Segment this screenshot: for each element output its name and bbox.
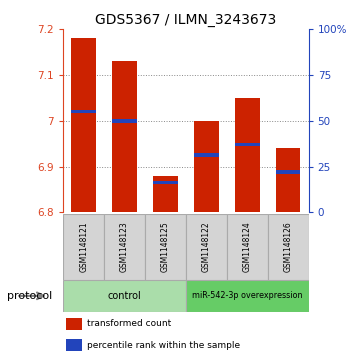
- FancyBboxPatch shape: [63, 280, 186, 312]
- Bar: [112, 119, 137, 123]
- Bar: [66, 318, 82, 330]
- Bar: [235, 143, 260, 146]
- FancyBboxPatch shape: [63, 214, 104, 280]
- Text: miR-542-3p overexpression: miR-542-3p overexpression: [192, 291, 303, 300]
- Bar: [153, 181, 178, 184]
- Bar: [66, 339, 82, 351]
- Bar: [276, 148, 300, 212]
- Bar: [112, 61, 137, 212]
- Text: control: control: [108, 291, 142, 301]
- FancyBboxPatch shape: [186, 214, 227, 280]
- Text: protocol: protocol: [7, 291, 52, 301]
- Text: transformed count: transformed count: [87, 319, 171, 329]
- Bar: [71, 110, 96, 113]
- Text: GSM1148124: GSM1148124: [243, 221, 252, 272]
- Bar: [276, 170, 300, 174]
- Text: GSM1148126: GSM1148126: [284, 221, 293, 272]
- FancyBboxPatch shape: [227, 214, 268, 280]
- FancyBboxPatch shape: [268, 214, 309, 280]
- Bar: [235, 98, 260, 212]
- Bar: [194, 153, 219, 157]
- FancyBboxPatch shape: [104, 214, 145, 280]
- Bar: [153, 176, 178, 212]
- FancyBboxPatch shape: [186, 280, 309, 312]
- FancyBboxPatch shape: [145, 214, 186, 280]
- Bar: [194, 121, 219, 212]
- Title: GDS5367 / ILMN_3243673: GDS5367 / ILMN_3243673: [95, 13, 277, 26]
- Text: GSM1148122: GSM1148122: [202, 221, 211, 272]
- Text: GSM1148121: GSM1148121: [79, 221, 88, 272]
- Text: GSM1148123: GSM1148123: [120, 221, 129, 272]
- Text: GSM1148125: GSM1148125: [161, 221, 170, 272]
- Text: percentile rank within the sample: percentile rank within the sample: [87, 341, 240, 350]
- Bar: [71, 38, 96, 212]
